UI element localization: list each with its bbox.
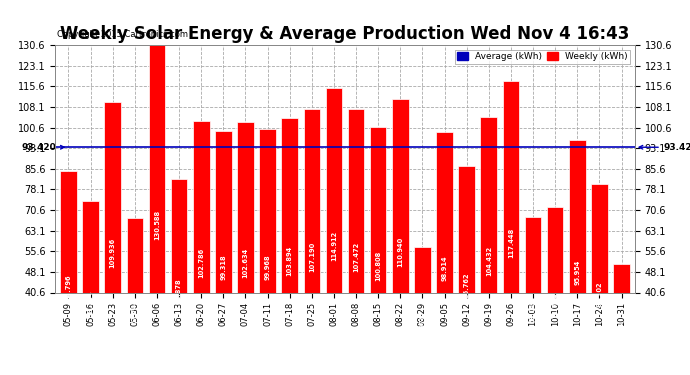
Text: 50.874: 50.874: [618, 321, 624, 347]
Bar: [414, 248, 431, 375]
Bar: [237, 122, 254, 375]
Title: Weekly Solar Energy & Average Production Wed Nov 4 16:43: Weekly Solar Energy & Average Production…: [60, 26, 630, 44]
Text: 117.448: 117.448: [508, 228, 514, 258]
Text: Copyright 2015 Cartronics.com: Copyright 2015 Cartronics.com: [57, 30, 188, 39]
Bar: [436, 132, 453, 375]
Bar: [480, 117, 497, 375]
Bar: [547, 207, 564, 375]
Bar: [60, 171, 77, 375]
Bar: [502, 81, 519, 375]
Bar: [282, 118, 298, 375]
Text: 95.954: 95.954: [574, 260, 580, 285]
Text: 99.318: 99.318: [220, 255, 226, 280]
Bar: [348, 109, 364, 375]
Bar: [104, 102, 121, 375]
Text: 93.420: 93.420: [639, 143, 690, 152]
Text: 100.808: 100.808: [375, 251, 381, 280]
Text: 114.912: 114.912: [331, 231, 337, 261]
Text: 109.936: 109.936: [110, 238, 116, 268]
Bar: [392, 99, 408, 375]
Bar: [126, 218, 143, 375]
Bar: [304, 110, 320, 375]
Text: 99.968: 99.968: [264, 254, 270, 279]
Text: 102.634: 102.634: [242, 248, 248, 278]
Bar: [591, 184, 608, 375]
Bar: [215, 131, 232, 375]
Text: 107.472: 107.472: [353, 241, 359, 272]
Text: 107.190: 107.190: [309, 242, 315, 272]
Text: 80.102: 80.102: [596, 281, 602, 307]
Bar: [171, 179, 188, 375]
Bar: [569, 140, 586, 375]
Bar: [193, 122, 210, 375]
Text: 102.786: 102.786: [198, 248, 204, 278]
Text: 73.784: 73.784: [88, 290, 94, 315]
Bar: [326, 88, 342, 375]
Text: 98.914: 98.914: [442, 255, 448, 281]
Text: 81.878: 81.878: [176, 279, 182, 304]
Text: 130.588: 130.588: [154, 210, 160, 240]
Bar: [613, 264, 630, 375]
Text: 110.940: 110.940: [397, 237, 404, 267]
Bar: [370, 127, 386, 375]
Bar: [524, 217, 542, 375]
Text: 103.894: 103.894: [286, 246, 293, 276]
Bar: [458, 165, 475, 375]
Bar: [259, 129, 276, 375]
Text: 93.420: 93.420: [21, 143, 64, 152]
Bar: [148, 45, 166, 375]
Text: 86.762: 86.762: [464, 272, 470, 298]
Legend: Average (kWh), Weekly (kWh): Average (kWh), Weekly (kWh): [455, 50, 630, 64]
Text: 84.796: 84.796: [66, 275, 72, 300]
Text: 68.012: 68.012: [530, 298, 536, 324]
Bar: [82, 201, 99, 375]
Text: 71.794: 71.794: [552, 292, 558, 318]
Text: 104.432: 104.432: [486, 245, 492, 276]
Text: 67.744: 67.744: [132, 298, 138, 324]
Text: 56.976: 56.976: [420, 313, 426, 339]
